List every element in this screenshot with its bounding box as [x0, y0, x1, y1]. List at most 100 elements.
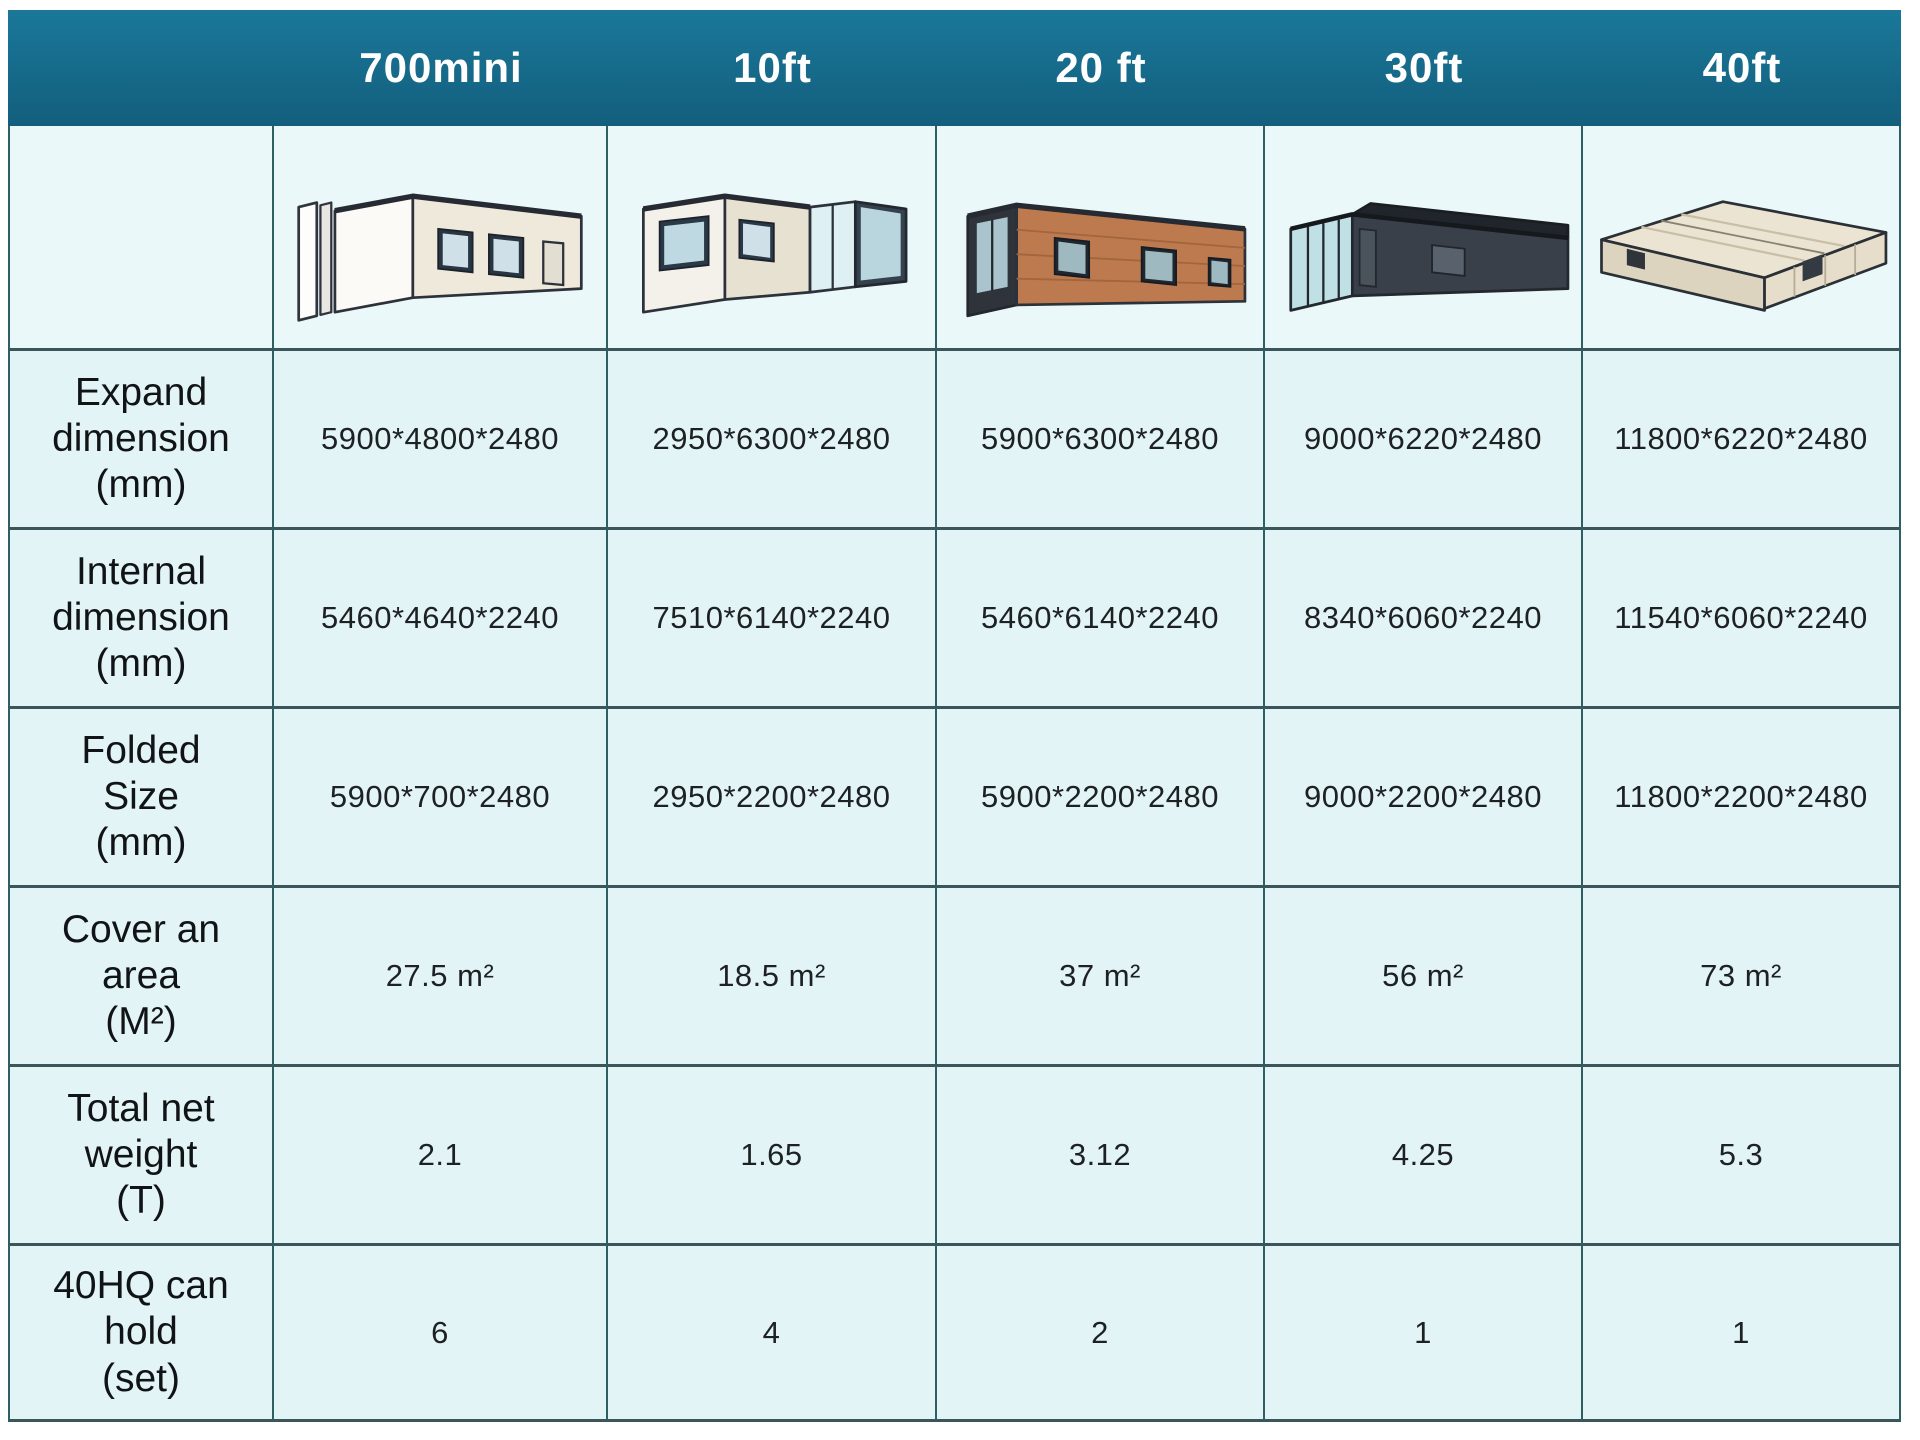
house-20ft-illustration — [966, 202, 1247, 318]
val-40hq-40ft: 1 — [1583, 1243, 1901, 1422]
col-header-30ft: 30ft — [1265, 10, 1583, 126]
value-text: 2950*6300*2480 — [652, 421, 891, 456]
container-house-spec-table: 700mini 10ft 20 ft 30ft 40ft — [8, 10, 1920, 1422]
value-text: 4 — [762, 1314, 781, 1350]
value-text: 27.5 m² — [385, 958, 495, 993]
value-text: 2 — [1091, 1314, 1109, 1350]
product-image-20ft — [942, 137, 1258, 337]
value-text: 5900*4800*2480 — [320, 421, 560, 456]
value-text: 1 — [1732, 1314, 1750, 1350]
value-text: 5900*700*2480 — [329, 779, 551, 814]
col-header-10ft: 10ft — [608, 10, 937, 126]
value-text: 11540*6060*2240 — [1614, 600, 1868, 635]
value-text: 9000*6220*2480 — [1303, 421, 1543, 456]
col-header-label: 30ft — [1384, 44, 1464, 91]
house-10ft-illustration — [641, 193, 907, 314]
row-label-text: 40HQ can hold (set) — [53, 1264, 229, 1400]
val-area-700mini: 27.5 m² — [274, 885, 608, 1064]
image-cell-10ft — [608, 126, 937, 348]
val-area-30ft: 56 m² — [1265, 885, 1583, 1064]
value-text: 37 m² — [1059, 958, 1141, 993]
val-weight-20ft: 3.12 — [937, 1064, 1265, 1243]
header-corner-blank — [8, 10, 274, 126]
value-text: 2.1 — [417, 1137, 463, 1172]
label-40hq-hold: 40HQ can hold (set) — [8, 1243, 274, 1422]
value-text: 6 — [431, 1314, 449, 1350]
val-folded-30ft: 9000*2200*2480 — [1265, 706, 1583, 885]
row-label-text: Internal dimension (mm) — [52, 549, 230, 685]
col-header-700mini: 700mini — [274, 10, 608, 126]
col-header-label: 40ft — [1702, 44, 1782, 91]
value-text: 1 — [1414, 1314, 1432, 1350]
value-text: 1.65 — [740, 1137, 803, 1172]
value-text: 5900*6300*2480 — [980, 421, 1220, 456]
image-cell-30ft — [1265, 126, 1583, 348]
val-weight-700mini: 2.1 — [274, 1064, 608, 1243]
val-weight-30ft: 4.25 — [1265, 1064, 1583, 1243]
image-cell-20ft — [937, 126, 1265, 348]
label-cover-area: Cover an area (M²) — [8, 885, 274, 1064]
image-row-blank-cell — [8, 126, 274, 348]
col-header-label: 10ft — [733, 44, 812, 91]
image-cell-700mini — [274, 126, 608, 348]
val-internal-40ft: 11540*6060*2240 — [1583, 527, 1901, 706]
product-image-10ft — [614, 137, 930, 337]
house-700mini-illustration — [297, 193, 583, 322]
val-weight-10ft: 1.65 — [608, 1064, 937, 1243]
val-40hq-700mini: 6 — [274, 1243, 608, 1422]
col-header-20ft: 20 ft — [937, 10, 1265, 126]
value-text: 73 m² — [1700, 958, 1782, 993]
product-image-30ft — [1265, 137, 1581, 337]
value-text: 56 m² — [1382, 958, 1464, 993]
val-folded-40ft: 11800*2200*2480 — [1583, 706, 1901, 885]
value-text: 11800*2200*2480 — [1614, 779, 1868, 814]
value-text: 18.5 m² — [717, 958, 826, 993]
val-40hq-10ft: 4 — [608, 1243, 937, 1422]
val-expand-40ft: 11800*6220*2480 — [1583, 348, 1901, 527]
val-expand-20ft: 5900*6300*2480 — [937, 348, 1265, 527]
col-header-label: 20 ft — [1055, 44, 1147, 91]
val-folded-20ft: 5900*2200*2480 — [937, 706, 1265, 885]
house-40ft-illustration — [1600, 200, 1888, 312]
row-label-text: Cover an area (M²) — [61, 907, 221, 1043]
val-expand-700mini: 5900*4800*2480 — [274, 348, 608, 527]
val-folded-10ft: 2950*2200*2480 — [608, 706, 937, 885]
val-folded-700mini: 5900*700*2480 — [274, 706, 608, 885]
val-internal-700mini: 5460*4640*2240 — [274, 527, 608, 706]
value-text: 3.12 — [1068, 1137, 1132, 1172]
value-text: 8340*6060*2240 — [1303, 600, 1543, 635]
val-internal-20ft: 5460*6140*2240 — [937, 527, 1265, 706]
val-expand-10ft: 2950*6300*2480 — [608, 348, 937, 527]
value-text: 5.3 — [1718, 1137, 1764, 1172]
value-text: 4.25 — [1391, 1137, 1455, 1172]
row-label-text: Total net weight (T) — [67, 1086, 215, 1222]
label-net-weight: Total net weight (T) — [8, 1064, 274, 1243]
product-image-700mini — [282, 137, 598, 337]
val-area-40ft: 73 m² — [1583, 885, 1901, 1064]
col-header-label: 700mini — [359, 44, 523, 91]
label-expand-dimension: Expand dimension (mm) — [8, 348, 274, 527]
value-text: 7510*6140*2240 — [652, 600, 891, 635]
val-area-10ft: 18.5 m² — [608, 885, 937, 1064]
val-expand-30ft: 9000*6220*2480 — [1265, 348, 1583, 527]
house-30ft-illustration — [1289, 202, 1570, 312]
value-text: 11800*6220*2480 — [1614, 421, 1868, 456]
value-text: 5460*4640*2240 — [320, 600, 560, 635]
label-folded-size: Folded Size (mm) — [8, 706, 274, 885]
col-header-40ft: 40ft — [1583, 10, 1901, 126]
value-text: 5900*2200*2480 — [980, 779, 1220, 814]
value-text: 5460*6140*2240 — [980, 600, 1220, 635]
image-cell-40ft — [1583, 126, 1901, 348]
val-area-20ft: 37 m² — [937, 885, 1265, 1064]
val-40hq-30ft: 1 — [1265, 1243, 1583, 1422]
val-40hq-20ft: 2 — [937, 1243, 1265, 1422]
value-text: 2950*2200*2480 — [652, 779, 891, 814]
val-internal-10ft: 7510*6140*2240 — [608, 527, 937, 706]
row-label-text: Folded Size (mm) — [81, 728, 201, 864]
label-internal-dimension: Internal dimension (mm) — [8, 527, 274, 706]
product-image-40ft — [1583, 137, 1899, 337]
row-label-text: Expand dimension (mm) — [52, 370, 230, 506]
val-internal-30ft: 8340*6060*2240 — [1265, 527, 1583, 706]
value-text: 9000*2200*2480 — [1303, 779, 1543, 814]
